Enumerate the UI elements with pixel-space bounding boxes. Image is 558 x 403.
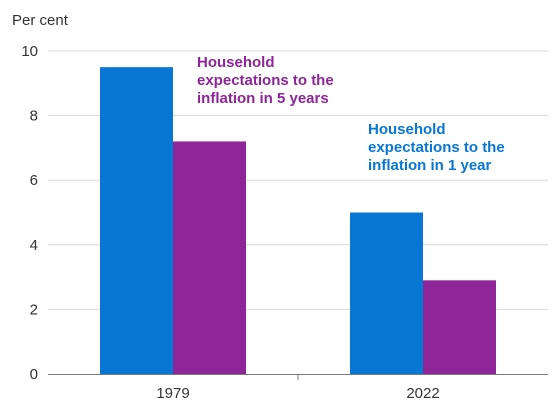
x-tick-label: 2022 — [406, 385, 439, 402]
annotation-line: expectations to the — [197, 72, 334, 89]
x-ticks: 1979 2022 — [156, 374, 440, 402]
annotation-line: Household — [368, 121, 446, 138]
y-tick-label: 6 — [30, 172, 38, 189]
annotation-line: inflation in 5 years — [197, 90, 329, 107]
bar-2022-series-2 — [423, 280, 496, 374]
y-tick-label: 10 — [21, 43, 38, 60]
y-tick-label: 8 — [30, 108, 38, 125]
y-tick-label: 0 — [30, 366, 38, 383]
bar-1979-series-2 — [173, 141, 246, 374]
annotation-line: inflation in 1 year — [368, 157, 492, 174]
annotation-line: expectations to the — [368, 139, 505, 156]
annotation-line: Household — [197, 54, 275, 71]
y-tick-label: 2 — [30, 301, 38, 318]
y-axis-unit-label: Per cent — [12, 12, 69, 29]
x-tick-label: 1979 — [156, 385, 189, 402]
bar-1979-series-1 — [100, 67, 173, 375]
bar-2022-series-1 — [350, 212, 423, 374]
series-annotations: Household expectations to the inflation in… — [197, 54, 505, 174]
bars — [100, 67, 496, 375]
series-annotation-1: Household expectations to the inflation in… — [368, 121, 505, 174]
y-tick-labels: 0 2 4 6 8 10 — [21, 43, 38, 383]
series-annotation-2: Household expectations to the inflation in… — [197, 54, 334, 107]
y-tick-label: 4 — [30, 237, 38, 254]
